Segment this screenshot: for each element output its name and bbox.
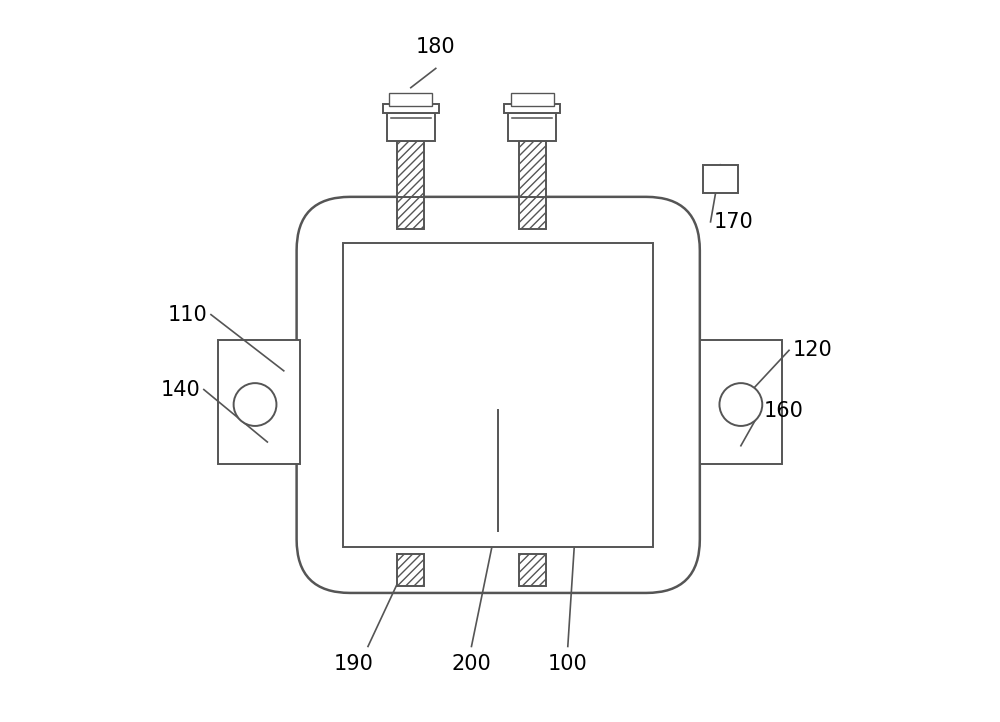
Bar [519, 142, 546, 197]
Text: 120: 120 [793, 340, 832, 360]
Bar [383, 104, 439, 113]
Text: 190: 190 [334, 654, 374, 674]
Bar [519, 197, 546, 230]
Text: 110: 110 [168, 305, 207, 325]
Bar [343, 243, 653, 547]
Bar [519, 554, 546, 586]
Bar [387, 113, 435, 142]
Text: 200: 200 [452, 654, 491, 674]
Circle shape [719, 383, 762, 426]
Bar [504, 104, 560, 113]
Text: 170: 170 [714, 212, 754, 232]
Text: 160: 160 [764, 401, 804, 421]
Text: 140: 140 [161, 380, 200, 399]
Bar [700, 339, 782, 464]
Bar [508, 113, 556, 142]
Bar [397, 197, 424, 230]
Bar [397, 142, 424, 197]
Bar [218, 339, 300, 464]
Bar [389, 93, 432, 106]
Bar [703, 165, 738, 193]
Bar [511, 93, 554, 106]
FancyBboxPatch shape [297, 197, 700, 593]
Bar [397, 554, 424, 586]
Circle shape [234, 383, 276, 426]
Text: 180: 180 [416, 37, 456, 57]
Text: 100: 100 [548, 654, 588, 674]
